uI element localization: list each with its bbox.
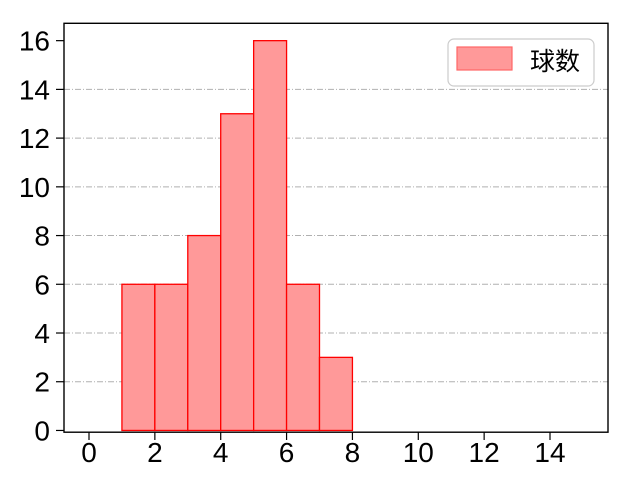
svg-text:6: 6 bbox=[34, 269, 50, 300]
svg-text:4: 4 bbox=[213, 437, 229, 468]
svg-text:12: 12 bbox=[469, 437, 500, 468]
svg-text:6: 6 bbox=[279, 437, 295, 468]
svg-text:16: 16 bbox=[19, 26, 50, 57]
svg-text:10: 10 bbox=[19, 172, 50, 203]
svg-text:8: 8 bbox=[345, 437, 361, 468]
svg-text:14: 14 bbox=[534, 437, 565, 468]
svg-text:10: 10 bbox=[403, 437, 434, 468]
svg-text:0: 0 bbox=[81, 437, 97, 468]
svg-text:14: 14 bbox=[19, 74, 50, 105]
svg-text:4: 4 bbox=[34, 318, 50, 349]
svg-text:8: 8 bbox=[34, 221, 50, 252]
svg-text:12: 12 bbox=[19, 123, 50, 154]
svg-text:2: 2 bbox=[147, 437, 163, 468]
svg-text:球数: 球数 bbox=[530, 48, 580, 76]
svg-text:2: 2 bbox=[34, 367, 50, 398]
svg-text:0: 0 bbox=[34, 416, 50, 447]
